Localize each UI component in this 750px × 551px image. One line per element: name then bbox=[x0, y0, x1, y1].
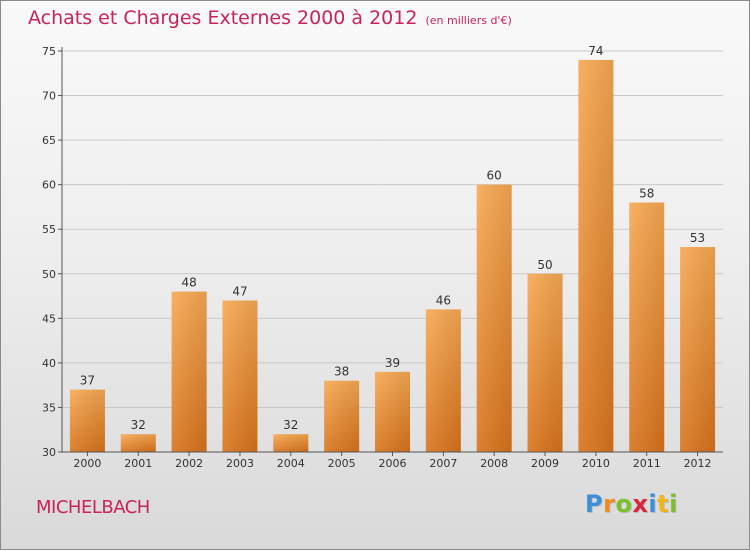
logo-letter: t bbox=[657, 490, 670, 518]
x-tick-label: 2000 bbox=[73, 457, 101, 470]
bar-value-label: 53 bbox=[690, 231, 705, 245]
bar-shading bbox=[324, 380, 360, 452]
proxiti-logo: Proxiti bbox=[585, 490, 678, 518]
bar-value-label: 47 bbox=[232, 285, 247, 299]
x-tick-label: 2002 bbox=[175, 457, 203, 470]
bar-shading bbox=[120, 434, 156, 452]
bar-shading bbox=[69, 389, 105, 452]
x-tick-label: 2006 bbox=[379, 457, 407, 470]
y-tick-label: 40 bbox=[42, 357, 56, 370]
y-tick-label: 35 bbox=[42, 401, 56, 414]
bar-shading bbox=[629, 202, 665, 452]
x-tick-label: 2009 bbox=[531, 457, 559, 470]
bar-value-label: 39 bbox=[385, 356, 400, 370]
y-tick-label: 55 bbox=[42, 223, 56, 236]
x-tick-label: 2003 bbox=[226, 457, 254, 470]
bar-shading bbox=[273, 434, 309, 452]
y-tick-label: 65 bbox=[42, 134, 56, 147]
bar-shading bbox=[476, 184, 512, 452]
x-tick-label: 2001 bbox=[124, 457, 152, 470]
bar-value-label: 32 bbox=[131, 418, 146, 432]
bar-shading bbox=[425, 309, 461, 452]
logo-letter: P bbox=[585, 490, 604, 518]
y-tick-label: 75 bbox=[42, 45, 56, 58]
y-tick-label: 30 bbox=[42, 446, 56, 459]
chart-unit: (en milliers d'€) bbox=[425, 14, 512, 27]
x-tick-label: 2007 bbox=[429, 457, 457, 470]
bar-value-label: 37 bbox=[80, 374, 95, 388]
chart-title-block: Achats et Charges Externes 2000 à 2012 (e… bbox=[28, 7, 512, 29]
logo-letter: x bbox=[632, 490, 649, 518]
bar-value-label: 58 bbox=[639, 186, 654, 200]
y-tick-label: 70 bbox=[42, 90, 56, 103]
bar-value-label: 50 bbox=[537, 258, 552, 272]
y-tick-label: 45 bbox=[42, 312, 56, 325]
logo-letter: i bbox=[669, 490, 678, 518]
x-tick-label: 2011 bbox=[633, 457, 661, 470]
bar-value-label: 32 bbox=[283, 418, 298, 432]
bar-value-label: 74 bbox=[588, 44, 603, 58]
bar-shading bbox=[527, 273, 563, 452]
chart-title: Achats et Charges Externes 2000 à 2012 bbox=[28, 7, 418, 29]
x-tick-label: 2012 bbox=[684, 457, 712, 470]
y-tick-label: 60 bbox=[42, 179, 56, 192]
commune-name: MICHELBACH bbox=[36, 497, 150, 518]
logo-letter: r bbox=[603, 490, 616, 518]
y-tick-label: 50 bbox=[42, 268, 56, 281]
x-tick-label: 2004 bbox=[277, 457, 305, 470]
logo-letter: o bbox=[615, 490, 633, 518]
bar-value-label: 48 bbox=[181, 276, 196, 290]
bar-shading bbox=[375, 371, 410, 452]
bar-value-label: 60 bbox=[487, 169, 502, 183]
bar-shading bbox=[222, 300, 258, 452]
bar-shading bbox=[680, 247, 716, 452]
x-tick-label: 2010 bbox=[582, 457, 610, 470]
x-tick-label: 2005 bbox=[328, 457, 356, 470]
bar-value-label: 46 bbox=[436, 293, 451, 307]
bar-shading bbox=[578, 59, 614, 453]
x-tick-label: 2008 bbox=[480, 457, 508, 470]
bar-value-label: 38 bbox=[334, 365, 349, 379]
bar-shading bbox=[171, 291, 207, 452]
logo-letter: i bbox=[648, 490, 658, 518]
